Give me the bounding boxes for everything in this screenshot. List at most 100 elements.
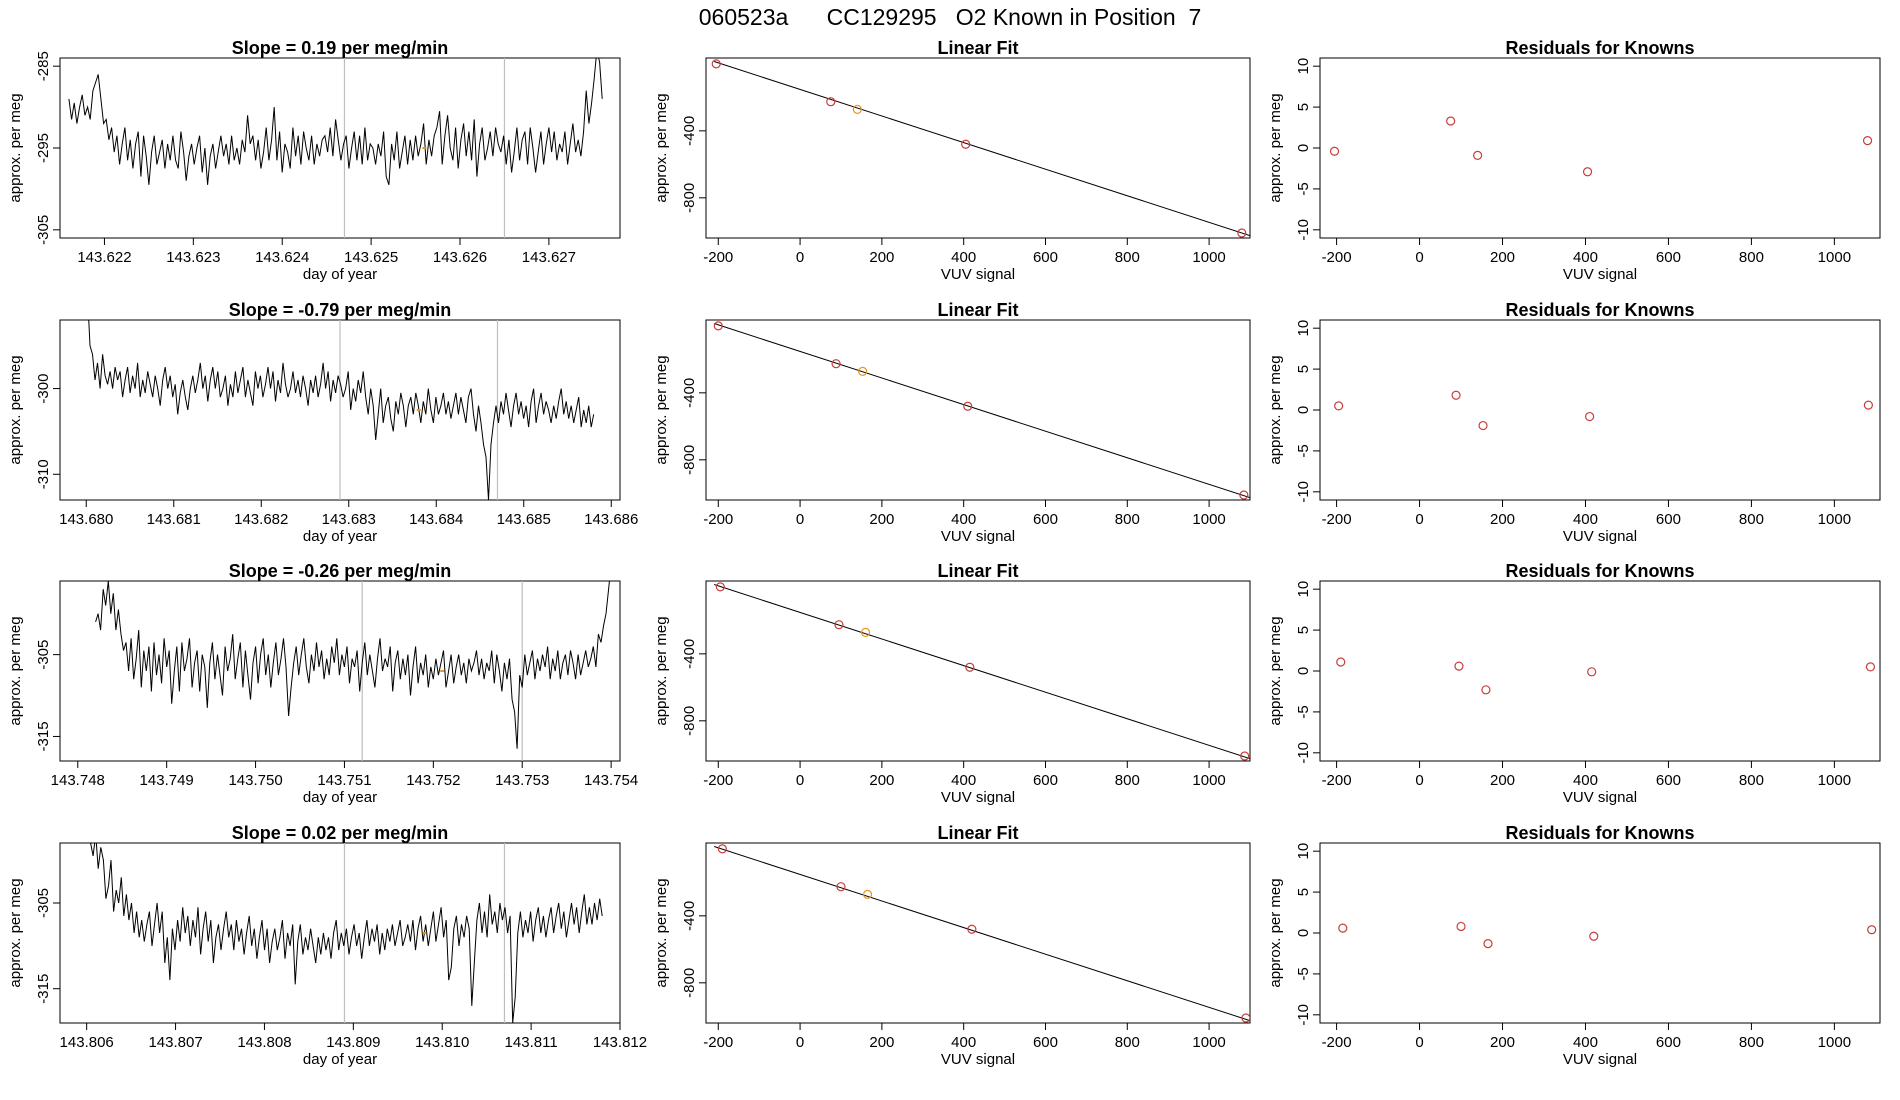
- x-tick-label: 0: [796, 1034, 804, 1051]
- plot-data: [1336, 657, 1876, 695]
- x-tick-label: 800: [1739, 249, 1764, 266]
- y-tick-label: -305: [35, 640, 52, 670]
- plot-frame: [1319, 842, 1881, 1024]
- known-point: [1863, 400, 1873, 410]
- known-point: [1240, 751, 1250, 761]
- x-tick-label: 400: [951, 1034, 976, 1051]
- x-tick-label: 400: [1573, 1034, 1598, 1051]
- known-point: [1241, 1013, 1250, 1023]
- known-point: [1338, 923, 1348, 933]
- y-tick-label: -800: [681, 706, 698, 736]
- known-point: [1451, 390, 1461, 400]
- plot-frame: [1319, 57, 1881, 239]
- known-point: [1587, 667, 1597, 677]
- x-tick-label: 143.622: [77, 249, 131, 266]
- x-tick-label: -200: [703, 511, 733, 528]
- x-tick-label: 143.683: [322, 511, 376, 528]
- x-tick-label: 143.808: [237, 1034, 291, 1051]
- x-axis-label: VUV signal: [1563, 266, 1637, 283]
- y-axis-label: approx. per meg: [653, 878, 670, 987]
- plot-frame: [705, 319, 1251, 501]
- data-line: [68, 58, 603, 185]
- panel-7: Slope = -0.26 per meg/min 143.748 143.749 1…: [7, 561, 638, 806]
- y-tick-label: -5: [1295, 182, 1312, 195]
- known-point: [836, 882, 846, 892]
- known-point: [713, 321, 723, 331]
- x-tick-label: 200: [869, 511, 894, 528]
- y-tick-label: -315: [35, 974, 52, 1004]
- known-point: [834, 620, 844, 630]
- known-point: [1446, 116, 1456, 126]
- y-tick-label: -400: [681, 639, 698, 669]
- known-point: [717, 844, 727, 854]
- panel-1: Slope = 0.19 per meg/min 143.622 143.623 14…: [7, 38, 621, 283]
- x-axis-label: day of year: [303, 266, 377, 283]
- y-tick-label: -10: [1295, 742, 1312, 764]
- x-tick-label: 400: [951, 511, 976, 528]
- x-tick-label: 0: [1415, 511, 1423, 528]
- y-axis-label: approx. per meg: [653, 93, 670, 202]
- x-axis-label: day of year: [303, 1051, 377, 1068]
- panel-12: Residuals for Knowns-200 0 200 400 600 800 100…: [1267, 823, 1881, 1068]
- x-tick-label: -200: [1322, 249, 1352, 266]
- plot-frame: [705, 580, 1251, 762]
- panel-title: Linear Fit: [937, 561, 1018, 581]
- known-point: [1483, 939, 1493, 949]
- known-point: [711, 59, 721, 69]
- x-tick-label: 0: [1415, 772, 1423, 789]
- x-tick-label: 400: [1573, 511, 1598, 528]
- y-tick-label: 5: [1295, 365, 1312, 373]
- x-tick-label: 600: [1656, 511, 1681, 528]
- x-tick-label: 143.625: [344, 249, 398, 266]
- plot-data: [713, 321, 1250, 500]
- x-axis-label: VUV signal: [1563, 1051, 1637, 1068]
- y-tick-label: -800: [681, 445, 698, 475]
- y-tick-label: 10: [1295, 581, 1312, 598]
- x-tick-label: 143.627: [522, 249, 576, 266]
- panel-title: Slope = -0.79 per meg/min: [229, 300, 452, 320]
- known-point: [967, 924, 977, 934]
- highlight-point: [860, 627, 871, 638]
- x-tick-label: 143.685: [497, 511, 551, 528]
- panel-title: Linear Fit: [937, 38, 1018, 58]
- x-tick-label: 143.623: [166, 249, 220, 266]
- x-tick-label: -200: [1322, 1034, 1352, 1051]
- panel-title: Slope = 0.19 per meg/min: [232, 38, 449, 58]
- x-tick-label: 143.752: [406, 772, 460, 789]
- x-tick-label: -200: [703, 249, 733, 266]
- known-point: [1454, 661, 1464, 671]
- x-tick-label: 0: [1415, 249, 1423, 266]
- x-tick-label: 143.809: [326, 1034, 380, 1051]
- y-axis-label: approx. per meg: [7, 878, 24, 987]
- known-point: [715, 582, 725, 592]
- x-tick-label: 800: [1739, 1034, 1764, 1051]
- plot-data: [714, 844, 1250, 1023]
- x-tick-label: 600: [1033, 249, 1058, 266]
- x-tick-label: 600: [1033, 1034, 1058, 1051]
- x-tick-label: 600: [1656, 1034, 1681, 1051]
- x-tick-label: 0: [796, 511, 804, 528]
- panel-6: Residuals for Knowns-200 0 200 400 600 800 100…: [1267, 300, 1881, 545]
- y-axis-label: approx. per meg: [653, 355, 670, 464]
- plot-data: [1334, 390, 1873, 431]
- y-tick-label: -400: [681, 901, 698, 931]
- fit-line: [714, 61, 1250, 237]
- data-line: [95, 581, 610, 749]
- x-tick-label: 143.624: [255, 249, 309, 266]
- y-axis-label: approx. per meg: [7, 616, 24, 725]
- y-axis-label: approx. per meg: [1267, 355, 1284, 464]
- y-tick-label: -5: [1295, 705, 1312, 718]
- known-point: [1867, 925, 1877, 935]
- panel-5: Linear Fit -200 0 200 400 600 800 1000 VUV signa…: [653, 300, 1251, 545]
- x-axis-label: VUV signal: [941, 1051, 1015, 1068]
- x-tick-label: 400: [1573, 249, 1598, 266]
- panel-10: Slope = 0.02 per meg/min 143.806 143.807 14…: [7, 823, 647, 1068]
- y-tick-label: -800: [681, 183, 698, 213]
- y-tick-label: -300: [35, 374, 52, 404]
- highlight-point: [862, 889, 873, 900]
- known-point: [1478, 420, 1488, 431]
- known-point: [1456, 921, 1466, 932]
- y-tick-label: 10: [1295, 320, 1312, 337]
- highlight-point: [852, 104, 862, 115]
- figure-title: 060523a CC129295 O2 Known in Position 7: [698, 4, 1202, 30]
